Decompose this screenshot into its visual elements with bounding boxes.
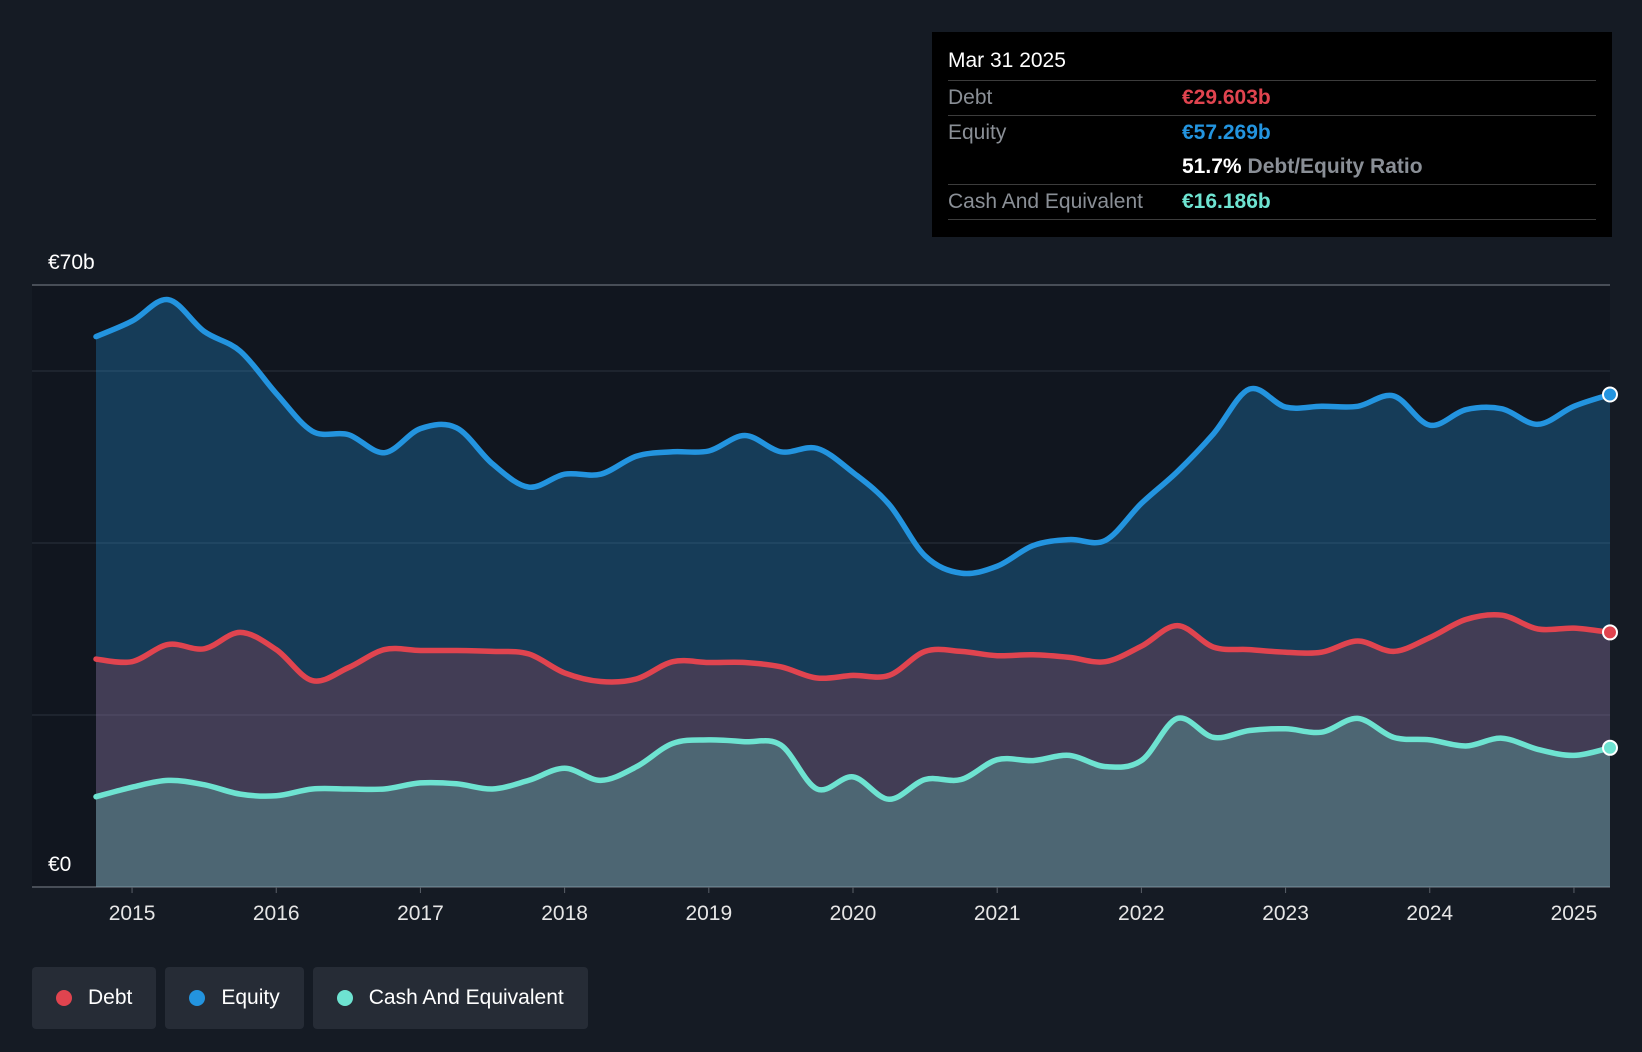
- y-tick-label-0: €0: [48, 853, 71, 876]
- data-tooltip: Mar 31 2025 Debt €29.603b Equity €57.269…: [932, 32, 1612, 237]
- x-tick-label-2024: 2024: [1406, 902, 1453, 925]
- tooltip-debt-label: Debt: [948, 86, 993, 109]
- tooltip-row-equity: Equity €57.269b: [948, 116, 1596, 150]
- y-tick-label-70: €70b: [48, 251, 95, 274]
- x-tick-label-2022: 2022: [1118, 902, 1165, 925]
- x-tick-label-2020: 2020: [830, 902, 877, 925]
- series-lines: [93, 296, 1613, 803]
- tooltip-row-cash: Cash And Equivalent €16.186b: [948, 185, 1596, 220]
- legend-item-cash[interactable]: Cash And Equivalent: [312, 967, 588, 1029]
- series-end-markers: [1602, 386, 1618, 756]
- x-tick-label-2018: 2018: [541, 902, 588, 925]
- tooltip-ratio-value: 51.7%: [1182, 155, 1242, 178]
- debt-end-marker[interactable]: [1602, 624, 1618, 641]
- equity-dot-icon: [189, 990, 206, 1006]
- debt-area: [96, 614, 1610, 887]
- legend-item-debt[interactable]: Debt: [32, 967, 157, 1029]
- debt-line: [93, 611, 1613, 685]
- legend-item-equity[interactable]: Equity: [165, 967, 304, 1029]
- legend-label-debt: Debt: [88, 986, 133, 1009]
- tooltip-equity-label: Equity: [948, 121, 1007, 144]
- cash-and-equivalent-line: [93, 715, 1613, 803]
- tooltip-cash-label: Cash And Equivalent: [948, 190, 1143, 213]
- grid-lines: [32, 284, 1610, 888]
- chart-legend: Debt Equity Cash And Equivalent: [32, 967, 588, 1029]
- x-tick-label-2016: 2016: [253, 902, 300, 925]
- x-tick-label-2019: 2019: [685, 902, 732, 925]
- cash-and-equivalent-area: [96, 717, 1610, 887]
- cash-and-equivalent-end-marker[interactable]: [1602, 739, 1618, 756]
- x-tick-label-2017: 2017: [397, 902, 444, 925]
- tooltip-row-debt: Debt €29.603b: [948, 81, 1596, 116]
- tooltip-debt-value: €29.603b: [1182, 86, 1271, 109]
- x-tick-label-2021: 2021: [974, 902, 1021, 925]
- x-tick-label-2025: 2025: [1551, 902, 1598, 925]
- tooltip-date: Mar 31 2025: [948, 46, 1596, 81]
- y-axis: €70b €0: [48, 251, 95, 876]
- debt-dot-icon: [56, 990, 72, 1006]
- legend-label-cash: Cash And Equivalent: [368, 986, 564, 1009]
- x-axis: 2015 2016 2017 2018 2019 2020 2021 2022 2023 2024…: [109, 887, 1598, 925]
- legend-label-equity: Equity: [221, 986, 280, 1009]
- tooltip-cash-value: €16.186b: [1182, 190, 1271, 213]
- tooltip-row-ratio: 51.7% Debt/Equity Ratio: [948, 150, 1596, 185]
- equity-line: [93, 296, 1613, 577]
- tooltip-equity-value: €57.269b: [1182, 121, 1271, 144]
- tooltip-ratio-label: Debt/Equity Ratio: [1247, 155, 1423, 178]
- cash-dot-icon: [336, 990, 353, 1006]
- x-tick-label-2023: 2023: [1262, 902, 1309, 925]
- x-tick-label-2015: 2015: [109, 902, 156, 925]
- equity-end-marker[interactable]: [1602, 386, 1618, 403]
- plot-area-highlight: [32, 285, 1610, 887]
